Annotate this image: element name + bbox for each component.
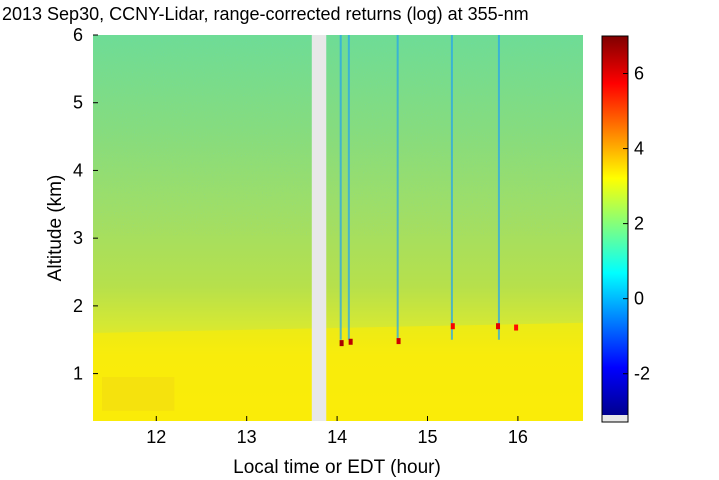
y-tick-label: 3	[73, 228, 83, 248]
cloud-return-point	[348, 338, 353, 345]
upper-noise-overlay	[93, 35, 583, 235]
x-tick-label: 15	[417, 427, 437, 447]
y-tick-label: 5	[73, 93, 83, 113]
cloud-return-point	[396, 338, 401, 345]
colorbar-tick-label: 0	[634, 289, 644, 309]
surface-core-layer	[102, 376, 175, 411]
x-tick-label: 16	[508, 427, 528, 447]
colorbar-scale	[602, 36, 628, 415]
x-axis-label: Local time or EDT (hour)	[233, 457, 441, 478]
signal-dropout-streak	[497, 35, 500, 340]
plot-area	[93, 35, 583, 421]
x-tick-label: 13	[237, 427, 257, 447]
y-tick-label: 4	[73, 160, 83, 180]
y-tick-label: 2	[73, 296, 83, 316]
cloud-return-point	[514, 324, 519, 331]
x-axis-ticks: 12 13 14 15 16	[146, 416, 528, 447]
y-axis-label: Altitude (km)	[45, 175, 66, 282]
colorbar-missing-swatch	[602, 415, 628, 422]
colorbar-ticks: -2 0 2 4 6	[623, 64, 650, 384]
cloud-return-point	[496, 323, 501, 330]
signal-dropout-streak	[347, 35, 350, 340]
x-tick-label: 12	[146, 427, 166, 447]
chart-title: 2013 Sep30, CCNY-Lidar, range-corrected …	[2, 4, 529, 24]
colorbar-tick-label: 2	[634, 214, 644, 234]
boundary-layer-band	[93, 322, 583, 421]
x-tick-label: 14	[327, 427, 347, 447]
colorbar-tick-label: -2	[634, 364, 650, 384]
colorbar: -2 0 2 4 6	[601, 35, 650, 423]
signal-dropout-streak	[396, 35, 399, 340]
cloud-return-point	[339, 340, 344, 347]
signal-dropout-streak	[339, 35, 342, 340]
colorbar-tick-label: 4	[634, 139, 644, 159]
y-tick-label: 6	[73, 25, 83, 45]
y-tick-label: 1	[73, 364, 83, 384]
colorbar-frame	[601, 35, 629, 423]
signal-dropout-streak	[450, 35, 453, 340]
y-axis-ticks: 1 2 3 4 5 6	[73, 25, 98, 384]
data-gap	[311, 35, 327, 421]
colorbar-tick-label: 6	[634, 64, 644, 84]
cloud-return-point	[450, 323, 455, 330]
heatmap-features	[93, 35, 583, 421]
